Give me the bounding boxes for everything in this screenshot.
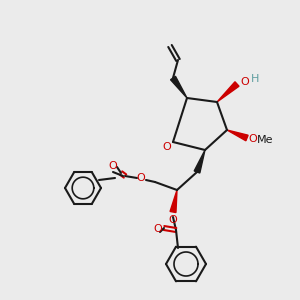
Polygon shape (170, 76, 187, 98)
Text: Me: Me (257, 135, 273, 145)
Polygon shape (227, 130, 248, 141)
Text: O: O (169, 215, 177, 225)
Text: O: O (109, 161, 117, 171)
Text: O: O (154, 224, 162, 234)
Text: O: O (249, 134, 257, 144)
Polygon shape (170, 190, 177, 212)
Polygon shape (217, 82, 239, 102)
Polygon shape (194, 150, 205, 173)
Text: O: O (241, 77, 249, 87)
Text: O: O (163, 142, 171, 152)
Text: O: O (136, 173, 146, 183)
Text: H: H (251, 74, 259, 84)
